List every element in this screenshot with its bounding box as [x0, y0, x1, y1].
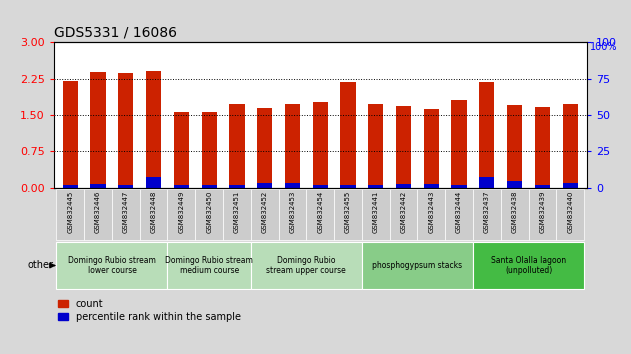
- Text: Domingo Rubio
stream upper course: Domingo Rubio stream upper course: [266, 256, 346, 275]
- Text: GSM832455: GSM832455: [345, 190, 351, 233]
- FancyBboxPatch shape: [167, 189, 195, 240]
- Text: Domingo Rubio stream
medium course: Domingo Rubio stream medium course: [165, 256, 253, 275]
- Text: GSM832437: GSM832437: [484, 190, 490, 233]
- Text: GSM832447: GSM832447: [123, 190, 129, 233]
- FancyBboxPatch shape: [557, 189, 584, 240]
- Bar: [62, 81, 78, 188]
- Bar: [62, 185, 78, 188]
- Bar: [201, 112, 217, 188]
- Bar: [507, 105, 522, 188]
- FancyBboxPatch shape: [306, 189, 334, 240]
- Text: GSM832443: GSM832443: [428, 190, 434, 233]
- Text: GSM832451: GSM832451: [234, 190, 240, 233]
- FancyBboxPatch shape: [223, 189, 251, 240]
- Text: other: other: [27, 261, 53, 270]
- Text: GSM832452: GSM832452: [262, 190, 268, 233]
- Text: GSM832444: GSM832444: [456, 190, 462, 233]
- Bar: [396, 184, 411, 188]
- FancyBboxPatch shape: [501, 189, 529, 240]
- FancyBboxPatch shape: [473, 242, 584, 289]
- Bar: [229, 104, 245, 188]
- Bar: [257, 183, 273, 188]
- Bar: [312, 102, 328, 188]
- Bar: [201, 185, 217, 188]
- Bar: [479, 177, 495, 188]
- FancyBboxPatch shape: [390, 189, 418, 240]
- Bar: [312, 185, 328, 188]
- FancyBboxPatch shape: [84, 189, 112, 240]
- Text: GSM832448: GSM832448: [151, 190, 156, 233]
- Text: GSM832441: GSM832441: [373, 190, 379, 233]
- Bar: [340, 82, 356, 188]
- Text: Domingo Rubio stream
lower course: Domingo Rubio stream lower course: [68, 256, 156, 275]
- Text: GSM832440: GSM832440: [567, 190, 573, 233]
- Bar: [174, 185, 189, 188]
- FancyBboxPatch shape: [112, 189, 139, 240]
- Bar: [479, 82, 495, 188]
- Text: phosphogypsum stacks: phosphogypsum stacks: [372, 261, 463, 270]
- Bar: [146, 177, 162, 188]
- Bar: [451, 99, 467, 188]
- Bar: [423, 109, 439, 188]
- FancyBboxPatch shape: [362, 242, 473, 289]
- Bar: [174, 112, 189, 188]
- Bar: [90, 72, 106, 188]
- FancyBboxPatch shape: [167, 242, 251, 289]
- FancyBboxPatch shape: [139, 189, 167, 240]
- FancyBboxPatch shape: [418, 189, 445, 240]
- Bar: [285, 104, 300, 188]
- Bar: [229, 185, 245, 188]
- Bar: [90, 184, 106, 188]
- Bar: [562, 183, 578, 188]
- Text: GSM832453: GSM832453: [290, 190, 295, 233]
- Bar: [285, 183, 300, 188]
- FancyBboxPatch shape: [56, 189, 84, 240]
- FancyBboxPatch shape: [362, 189, 390, 240]
- Bar: [507, 181, 522, 188]
- Text: GSM832446: GSM832446: [95, 190, 101, 233]
- FancyBboxPatch shape: [529, 189, 557, 240]
- FancyBboxPatch shape: [445, 189, 473, 240]
- Text: GSM832450: GSM832450: [206, 190, 212, 233]
- Bar: [340, 185, 356, 188]
- Text: GSM832449: GSM832449: [179, 190, 184, 233]
- Legend: count, percentile rank within the sample: count, percentile rank within the sample: [59, 299, 241, 321]
- FancyBboxPatch shape: [278, 189, 306, 240]
- Bar: [146, 70, 162, 188]
- FancyBboxPatch shape: [251, 242, 362, 289]
- Text: GSM832454: GSM832454: [317, 190, 323, 233]
- Bar: [534, 185, 550, 188]
- FancyBboxPatch shape: [56, 242, 167, 289]
- Bar: [118, 185, 134, 188]
- FancyBboxPatch shape: [334, 189, 362, 240]
- Bar: [423, 184, 439, 188]
- Bar: [257, 108, 273, 188]
- Text: GDS5331 / 16086: GDS5331 / 16086: [54, 26, 177, 40]
- Text: GSM832438: GSM832438: [512, 190, 517, 233]
- Bar: [368, 104, 384, 188]
- Text: GSM832442: GSM832442: [401, 190, 406, 233]
- Bar: [534, 107, 550, 188]
- Bar: [396, 106, 411, 188]
- Text: Santa Olalla lagoon
(unpolluted): Santa Olalla lagoon (unpolluted): [491, 256, 566, 275]
- Bar: [562, 104, 578, 188]
- Text: 100%: 100%: [590, 42, 618, 52]
- Text: GSM832445: GSM832445: [68, 190, 73, 233]
- Bar: [451, 185, 467, 188]
- FancyBboxPatch shape: [251, 189, 278, 240]
- Bar: [368, 185, 384, 188]
- Text: GSM832439: GSM832439: [540, 190, 545, 233]
- FancyBboxPatch shape: [195, 189, 223, 240]
- FancyBboxPatch shape: [473, 189, 501, 240]
- Bar: [118, 73, 134, 188]
